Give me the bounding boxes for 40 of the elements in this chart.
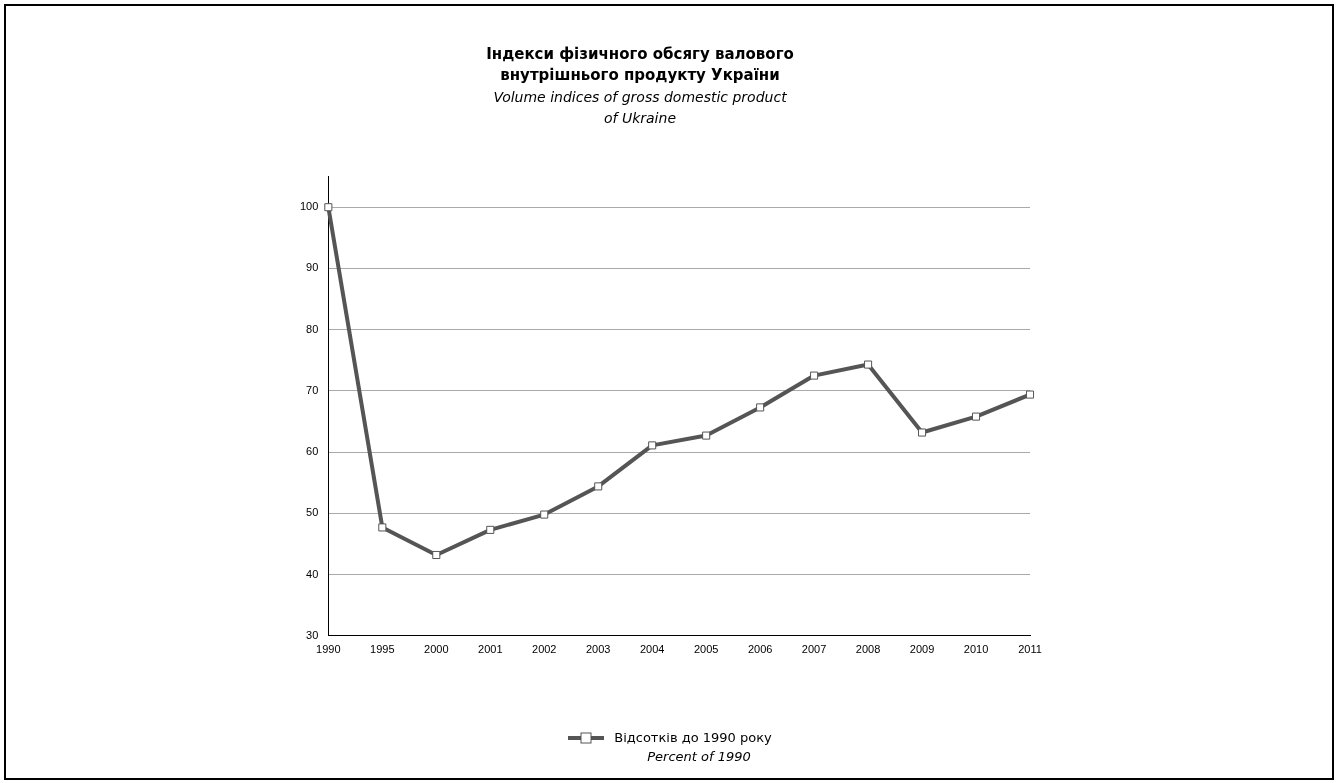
x-tick-label: 1995 (370, 643, 395, 656)
point (324, 203, 333, 212)
y-tick-label: 40 (306, 567, 319, 580)
x-tick-label: 2006 (747, 643, 773, 656)
x-tick-label: 1990 (316, 643, 341, 656)
point (1025, 390, 1035, 399)
x-tick-label: 2001 (478, 643, 503, 656)
point (594, 482, 603, 491)
x-tick-label: 2008 (855, 643, 881, 656)
x-tick-label: 2009 (909, 643, 935, 656)
point (756, 403, 765, 412)
y-tick-label: 30 (306, 628, 319, 641)
x-tick-label: 2003 (585, 643, 611, 656)
x-tick-label: 2007 (801, 643, 827, 656)
x-tick-label: 2004 (639, 643, 665, 656)
point (432, 550, 441, 560)
y-tick-label: 90 (306, 261, 319, 274)
point (486, 525, 495, 534)
y-tick-label: 60 (306, 445, 319, 458)
point (810, 371, 819, 380)
text: Percent of 1990 (646, 748, 752, 764)
y-tick-label: 50 (306, 506, 319, 519)
x-tick-label: 2010 (963, 643, 989, 656)
point (540, 510, 549, 519)
point (702, 431, 711, 440)
y-tick-label: 100 (299, 200, 319, 213)
x-tick-label: 2011 (1018, 643, 1042, 656)
point (971, 412, 981, 421)
legend-label: Відсотків до 1990 року (614, 730, 772, 745)
chart-subtitle: Volume indices of gross domestic product of Ukraine (492, 88, 788, 128)
point (918, 428, 927, 437)
x-tick-label: 2002 (532, 643, 557, 656)
y-tick-label: 80 (306, 322, 319, 335)
chart-title: Індекси фізичного обсягу валового внутрішнього продукту України (485, 44, 795, 86)
x-tick-label: 2005 (693, 643, 719, 656)
y-tick-label: 70 (306, 383, 319, 396)
point (378, 523, 387, 532)
point (864, 360, 873, 369)
x-tick-label: 2000 (424, 643, 449, 656)
point (648, 441, 657, 450)
